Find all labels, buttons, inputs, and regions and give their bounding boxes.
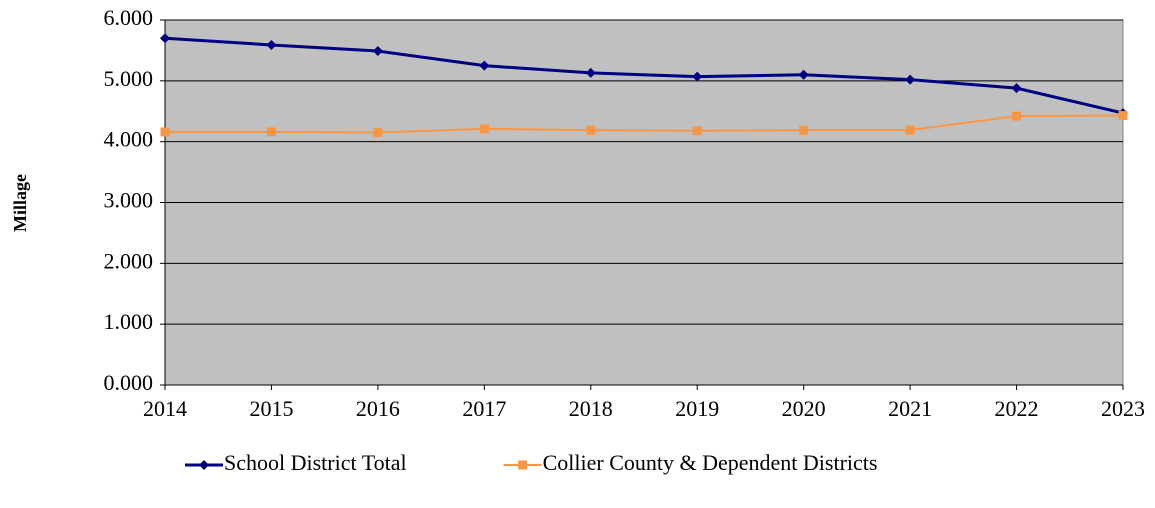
data-point [692,71,703,82]
data-point [1118,111,1128,121]
y-tick-label: 3.000 [104,188,154,213]
x-tick-label: 2021 [888,396,932,421]
x-tick-label: 2014 [143,396,187,421]
legend-label: School District Total [224,450,407,475]
data-point [160,127,170,137]
x-tick-label: 2016 [356,396,400,421]
y-tick-label: 0.000 [104,370,154,395]
x-tick-label: 2017 [462,396,506,421]
y-tick-label: 5.000 [104,66,154,91]
data-point [160,33,170,44]
x-tick-label: 2015 [249,396,293,421]
x-tick-label: 2020 [782,396,826,421]
data-point [479,124,489,134]
x-tick-label: 2023 [1101,396,1145,421]
series-line [165,114,1124,134]
data-point [799,125,809,135]
x-tick-label: 2022 [995,396,1039,421]
legend-label: Collier County & Dependent Districts [543,450,878,475]
data-point [905,74,916,85]
y-tick-label: 1.000 [104,309,154,334]
data-point [373,128,383,138]
data-point [1012,111,1022,121]
y-tick-label: 4.000 [104,127,154,152]
data-point [585,67,596,78]
y-tick-label: 6.000 [104,5,154,30]
data-point [372,46,383,57]
series-line [164,36,1124,115]
data-point [1011,83,1022,94]
y-tick-label: 2.000 [104,248,154,273]
legend-marker [199,460,209,470]
data-point [586,125,596,135]
data-point [692,126,702,136]
data-point [266,39,277,50]
x-tick-label: 2018 [569,396,613,421]
data-point [798,69,809,80]
data-point [266,127,276,137]
data-point [905,125,915,135]
x-tick-label: 2019 [675,396,719,421]
legend-marker [518,460,528,470]
y-axis-title: Millage [10,174,30,232]
data-point [479,60,490,71]
